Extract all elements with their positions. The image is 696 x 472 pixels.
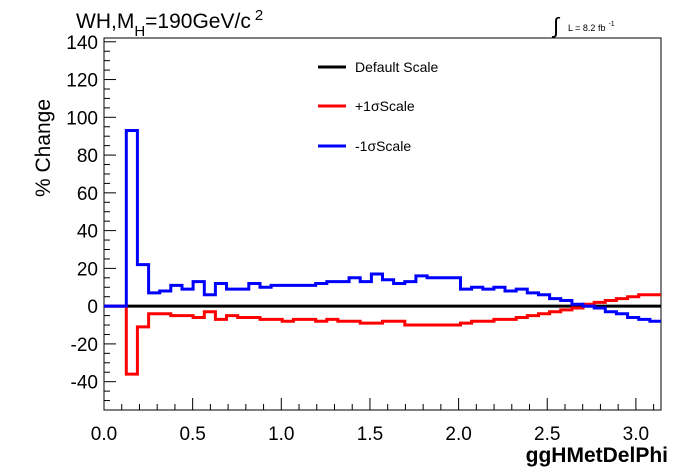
legend-label-default: Default Scale bbox=[355, 59, 438, 75]
y-tick-label: 100 bbox=[66, 108, 98, 129]
lumi-integral: ∫ bbox=[551, 13, 561, 38]
chart-title: WH,MH=190GeV/c 2 bbox=[76, 7, 263, 40]
series-plus-1sigma bbox=[104, 293, 661, 376]
y-tick-label: 60 bbox=[77, 184, 98, 205]
y-tick-label: -40 bbox=[71, 373, 98, 394]
y-tick-label: 40 bbox=[77, 222, 98, 243]
x-tick-label: 0.5 bbox=[179, 424, 205, 445]
lumi-label: L = 8.2 fb -1 bbox=[568, 21, 615, 33]
y-axis-title: % Change bbox=[32, 99, 55, 197]
y-tick-label: 140 bbox=[66, 33, 98, 54]
legend-label-plus: +1σScale bbox=[355, 98, 415, 114]
x-tick-label: 3.0 bbox=[623, 424, 649, 445]
legend-label-minus: -1σScale bbox=[355, 138, 411, 154]
axis-ticks bbox=[103, 41, 655, 411]
y-tick-label: 0 bbox=[87, 297, 98, 318]
plot-frame bbox=[103, 37, 662, 411]
y-tick-label: -20 bbox=[71, 335, 98, 356]
series-lines bbox=[104, 129, 661, 376]
x-tick-label: 1.5 bbox=[357, 424, 383, 445]
tick-labels: 0.0 0.5 1.0 1.5 2.0 2.5 3.0 -40 -20 0 20 40 60 80 100 1… bbox=[66, 33, 649, 445]
legend: Default Scale +1σScale -1σScale bbox=[318, 59, 438, 154]
plot-border bbox=[103, 37, 662, 411]
x-tick-label: 2.5 bbox=[534, 424, 560, 445]
y-tick-label: 20 bbox=[77, 259, 98, 280]
y-tick-label: 120 bbox=[66, 71, 98, 92]
series-minus-1sigma bbox=[104, 129, 661, 323]
x-tick-label: 2.0 bbox=[445, 424, 471, 445]
x-axis-title: ggHMetDelPhi bbox=[526, 444, 668, 467]
x-tick-label: 0.0 bbox=[91, 424, 117, 445]
y-tick-label: 80 bbox=[77, 146, 98, 167]
x-tick-label: 1.0 bbox=[268, 424, 294, 445]
